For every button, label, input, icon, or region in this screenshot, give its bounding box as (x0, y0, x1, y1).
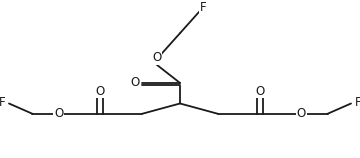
Text: F: F (355, 96, 360, 109)
Text: O: O (130, 76, 140, 89)
Text: F: F (0, 96, 5, 109)
Text: O: O (95, 85, 105, 98)
Text: O: O (255, 85, 265, 98)
Text: O: O (54, 107, 63, 120)
Text: O: O (152, 51, 162, 64)
Text: O: O (297, 107, 306, 120)
Text: F: F (200, 1, 207, 14)
